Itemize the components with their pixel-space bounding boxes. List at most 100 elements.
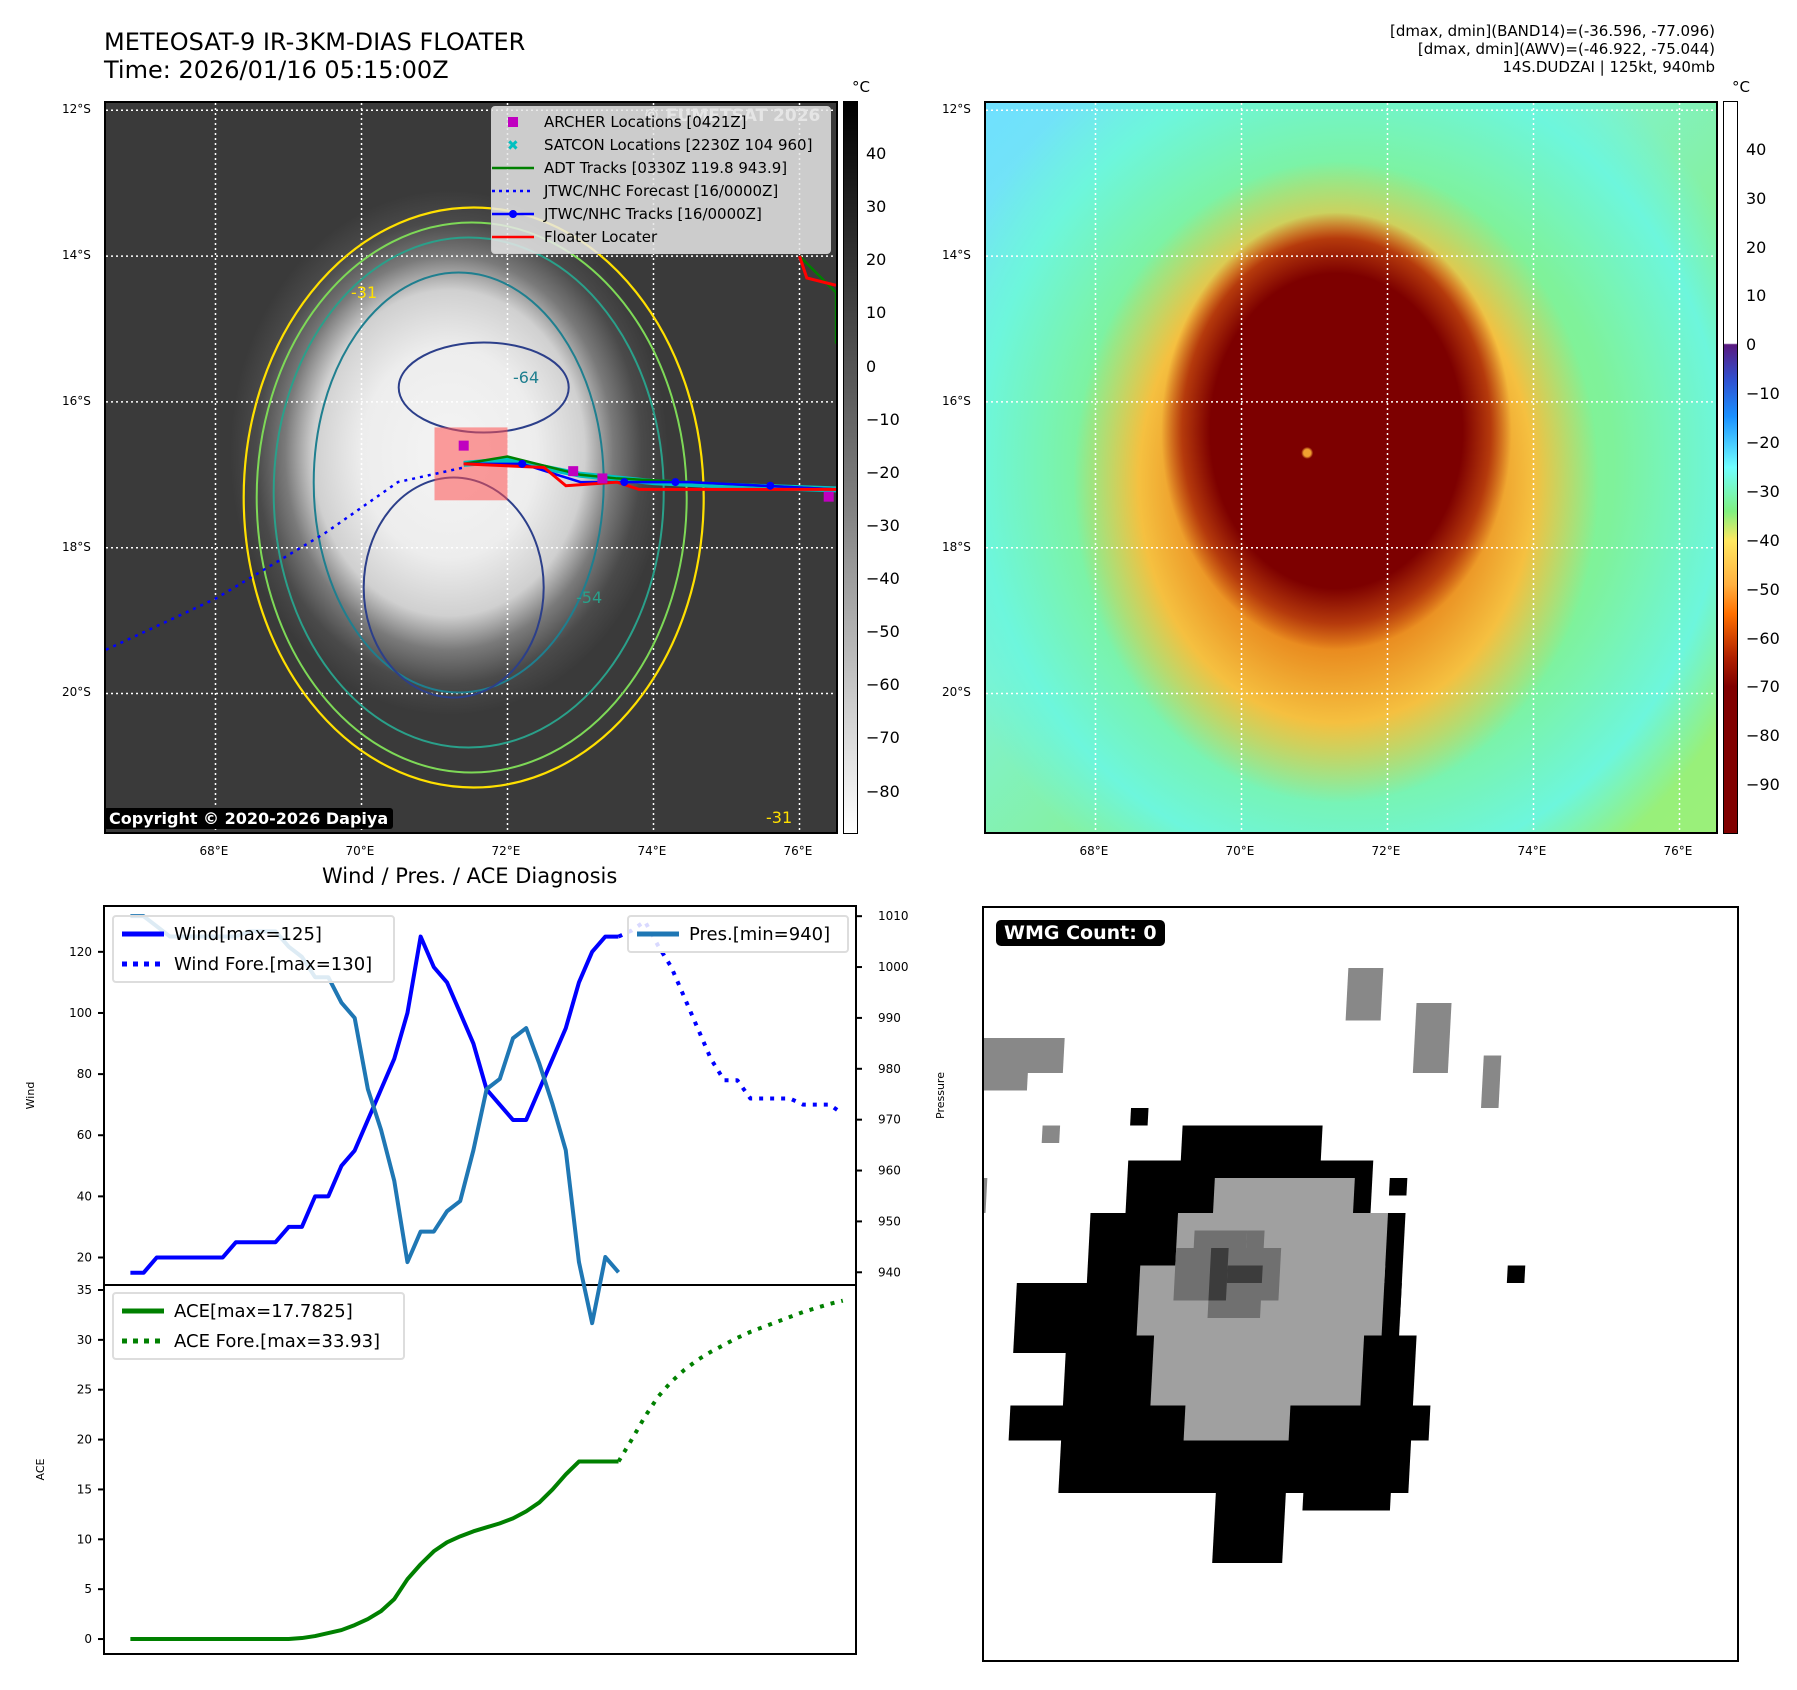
map-legend-item: ARCHER Locations [0421Z] bbox=[492, 110, 830, 133]
diagnosis-title: Wind / Pres. / ACE Diagnosis bbox=[322, 864, 618, 888]
ace-tick-label: 20 bbox=[77, 1433, 92, 1447]
map-legend-label: ADT Tracks [0330Z 119.8 943.9] bbox=[544, 158, 788, 177]
lat-tick-label: 20°S bbox=[62, 685, 91, 700]
colorbar-tick-label: 30 bbox=[866, 197, 887, 217]
contour-label: -31 bbox=[766, 808, 792, 827]
contour-yellow bbox=[242, 206, 705, 789]
wind-axis-label: Wind bbox=[24, 1082, 37, 1110]
wind-legend-item: Wind[max=125] bbox=[122, 919, 385, 949]
colorbar-tick-label: 0 bbox=[866, 356, 877, 376]
colorbar-tick-label: −50 bbox=[866, 622, 900, 642]
lat-tick-label: 20°S bbox=[942, 685, 971, 700]
lat-tick-label: 12°S bbox=[62, 102, 91, 117]
lon-tick-label: 68°E bbox=[1079, 844, 1109, 858]
band14-stats: [dmax, dmin](BAND14)=(-36.596, -77.096) bbox=[1390, 22, 1715, 40]
line-symbol-icon bbox=[492, 165, 534, 171]
pressure-tick-label: 970 bbox=[878, 1113, 901, 1127]
colorbar-tick-label: −60 bbox=[866, 675, 900, 695]
wmg-cell bbox=[1208, 1248, 1229, 1301]
wmg-cell bbox=[1130, 1108, 1149, 1126]
pressure-tick-label: 990 bbox=[878, 1011, 901, 1025]
wmg-cell bbox=[1302, 1475, 1392, 1511]
lat-tick-label: 14°S bbox=[942, 248, 971, 263]
map-legend-item: ADT Tracks [0330Z 119.8 943.9] bbox=[492, 156, 830, 179]
pressure-tick-label: 940 bbox=[878, 1265, 901, 1279]
colorbar-tick-label: 20 bbox=[866, 250, 887, 270]
colorbar-tick-label: −70 bbox=[1746, 677, 1780, 697]
wmg-cell bbox=[1212, 1493, 1286, 1563]
pressure-legend: Pres.[min=940] bbox=[627, 915, 849, 953]
copyright-label: Copyright © 2020-2026 Dapiya bbox=[104, 808, 394, 829]
jtwc-track-point bbox=[620, 478, 629, 487]
contour-teal bbox=[272, 236, 665, 749]
wmg-cell bbox=[1183, 1405, 1291, 1441]
lat-tick-label: 12°S bbox=[942, 102, 971, 117]
pressure-tick-label: 1010 bbox=[878, 909, 909, 923]
colorbar-tick-label: −40 bbox=[1746, 530, 1780, 550]
ace-tick-label: 30 bbox=[77, 1333, 92, 1347]
contour-lightgreen bbox=[255, 221, 688, 774]
ace-series-line bbox=[130, 1459, 619, 1642]
ace-tick-label: 15 bbox=[77, 1482, 92, 1496]
wmg-cell bbox=[1193, 1230, 1248, 1248]
awv-map[interactable] bbox=[984, 101, 1718, 834]
wmg-cell bbox=[1207, 1300, 1261, 1318]
solid-line-icon bbox=[122, 1307, 164, 1315]
lon-tick-label: 70°E bbox=[345, 844, 375, 858]
archer-location bbox=[823, 491, 834, 502]
lon-tick-label: 68°E bbox=[199, 844, 229, 858]
map-legend: ARCHER Locations [0421Z] ✖ SATCON Location… bbox=[491, 106, 831, 254]
ace-legend-label: ACE[max=17.7825] bbox=[174, 1300, 353, 1322]
colorbar-tick-label: −90 bbox=[1746, 775, 1780, 795]
awv-map-overlay bbox=[986, 103, 1716, 832]
colorbar-tick-label: 10 bbox=[1746, 286, 1767, 306]
ace-legend-item: ACE[max=17.7825] bbox=[122, 1296, 395, 1326]
wind-tick-label: 80 bbox=[77, 1067, 92, 1081]
wmg-cell bbox=[984, 1038, 1065, 1073]
solid-line-icon bbox=[122, 930, 164, 938]
lat-tick-label: 16°S bbox=[62, 393, 91, 408]
pressure-tick-label: 950 bbox=[878, 1214, 901, 1228]
jtwc-track-point bbox=[671, 478, 680, 487]
colorbar-tick-label: 10 bbox=[866, 303, 887, 323]
colorbar-tick-label: −50 bbox=[1746, 579, 1780, 599]
colorbar-tick-label: −80 bbox=[1746, 726, 1780, 746]
map-legend-item: JTWC/NHC Tracks [16/0000Z] bbox=[492, 202, 830, 225]
colorbar-tick-label: −20 bbox=[866, 462, 900, 482]
awv-colorbar bbox=[1723, 101, 1738, 834]
ace-legend: ACE[max=17.7825] ACE Fore.[max=33.93] bbox=[112, 1292, 405, 1360]
ir-colorbar-unit: °C bbox=[852, 78, 870, 96]
lon-tick-label: 76°E bbox=[1663, 844, 1693, 858]
colorbar-tick-label: −10 bbox=[866, 409, 900, 429]
contour-label: -64 bbox=[513, 368, 539, 387]
wind-tick-label: 20 bbox=[77, 1250, 92, 1264]
wmg-cell bbox=[1388, 1178, 1408, 1196]
pressure-tick-label: 1000 bbox=[878, 960, 909, 974]
colorbar-tick-label: −80 bbox=[866, 781, 900, 801]
map-legend-item: Floater Locater bbox=[492, 225, 830, 248]
ace-axes-frame bbox=[103, 1284, 857, 1655]
ace-tick-label: 10 bbox=[77, 1532, 92, 1546]
floater-track bbox=[798, 255, 836, 287]
dotted-symbol-icon bbox=[492, 188, 534, 194]
wmg-cell bbox=[984, 1073, 1028, 1091]
ace-tick-label: 5 bbox=[84, 1582, 92, 1596]
line-symbol-icon bbox=[492, 234, 534, 240]
colorbar-tick-label: −60 bbox=[1746, 628, 1780, 648]
map-legend-label: ARCHER Locations [0421Z] bbox=[544, 112, 747, 131]
ace-forecast-legend-item: ACE Fore.[max=33.93] bbox=[122, 1326, 395, 1356]
jtwc-track-point bbox=[518, 459, 527, 468]
ace-fore-series-line bbox=[616, 1298, 844, 1463]
wind-legend-label: Wind[max=125] bbox=[174, 923, 322, 945]
colorbar-tick-label: −10 bbox=[1746, 384, 1780, 404]
map-legend-label: Floater Locater bbox=[544, 227, 658, 246]
contour-navy bbox=[397, 341, 570, 434]
colorbar-tick-label: −20 bbox=[1746, 433, 1780, 453]
wmg-cell bbox=[1226, 1265, 1263, 1283]
pressure-legend-label: Pres.[min=940] bbox=[689, 923, 831, 945]
archer-location bbox=[568, 466, 579, 477]
archer-location bbox=[458, 440, 469, 451]
wmg-cell bbox=[1041, 1125, 1061, 1143]
awv-colorbar-unit: °C bbox=[1732, 78, 1750, 96]
storm-info: 14S.DUDZAI | 125kt, 940mb bbox=[1502, 58, 1715, 76]
